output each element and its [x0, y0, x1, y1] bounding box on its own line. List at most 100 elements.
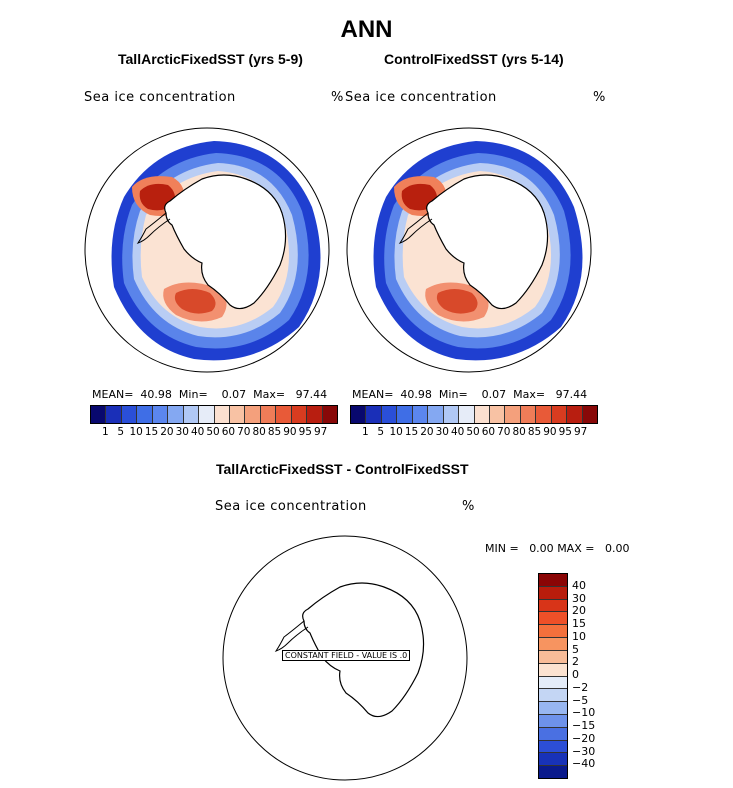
colorbar-swatch — [539, 766, 567, 778]
colorbar-swatch — [505, 406, 521, 423]
colorbar-tick-label: 40 — [190, 426, 205, 438]
colorbar-tick-label: 60 — [481, 426, 496, 438]
colorbar-tick-label: 10 — [572, 629, 586, 643]
colorbar-swatch — [137, 406, 153, 423]
left-field-label: Sea ice concentration — [84, 90, 236, 105]
colorbar-tick-label: 85 — [527, 426, 542, 438]
colorbar-tick-label: 97 — [313, 426, 328, 438]
colorbar-swatch — [291, 406, 308, 423]
colorbar-swatch — [366, 406, 382, 423]
colorbar-swatch — [322, 406, 337, 423]
colorbar-swatch — [539, 650, 567, 664]
colorbar-swatch — [539, 574, 567, 587]
colorbar-tick-label: 5 — [572, 642, 579, 656]
colorbar-swatch — [539, 612, 567, 626]
diff-field-label: Sea ice concentration — [215, 499, 367, 514]
constant-field-label: CONSTANT FIELD - VALUE IS .0 — [282, 650, 411, 661]
colorbar-swatch — [539, 599, 567, 613]
colorbar-swatch — [551, 406, 568, 423]
colorbar-swatch — [539, 714, 567, 728]
colorbar-tick-label: 97 — [573, 426, 588, 438]
colorbar-tick-label: 95 — [558, 426, 572, 438]
colorbar-tick-label: 20 — [160, 426, 174, 438]
colorbar-tick-label: 70 — [497, 426, 511, 438]
colorbar-tick-label: 30 — [572, 591, 586, 605]
colorbar-tick-label: 50 — [206, 426, 220, 438]
colorbar-tick-label: 15 — [404, 426, 419, 438]
colorbar-swatch — [260, 406, 277, 423]
colorbar-swatch — [539, 753, 567, 767]
colorbar-swatch — [582, 406, 597, 423]
antarctic-peninsula — [136, 212, 171, 244]
colorbar-swatch — [443, 406, 460, 423]
tick-spacer — [350, 426, 358, 438]
colorbar-tick-label: −40 — [572, 757, 596, 771]
colorbar-swatch — [428, 406, 444, 423]
colorbar-swatch — [539, 689, 567, 703]
colorbar-swatch — [412, 406, 429, 423]
colorbar-swatch — [539, 625, 567, 639]
colorbar-tick-label: 10 — [129, 426, 143, 438]
left-units-label: % — [331, 90, 344, 105]
colorbar-tick-label: −20 — [572, 731, 596, 745]
left-map — [84, 127, 330, 373]
colorbar-tick-label: 1 — [362, 426, 369, 438]
colorbar-tick-label: −30 — [572, 744, 596, 758]
colorbar-swatch — [121, 406, 138, 423]
colorbar-swatch — [381, 406, 398, 423]
colorbar-swatch — [276, 406, 292, 423]
colorbar-swatch — [106, 406, 122, 423]
colorbar-swatch — [459, 406, 475, 423]
right-map — [346, 127, 592, 373]
colorbar-tick-label: 30 — [175, 426, 189, 438]
colorbar-swatch — [489, 406, 506, 423]
colorbar-tick-label: 15 — [144, 426, 159, 438]
colorbar-swatch — [539, 586, 567, 600]
antarctica — [164, 174, 287, 310]
colorbar-tick-label: 20 — [420, 426, 434, 438]
colorbar-tick-label: 5 — [117, 426, 125, 438]
colorbar-swatch — [397, 406, 413, 423]
ice-ross-core — [436, 289, 478, 314]
colorbar-tick-label: 60 — [221, 426, 236, 438]
tick-spacer — [90, 426, 98, 438]
colorbar-tick-label: 50 — [466, 426, 480, 438]
right-panel-title: ControlFixedSST (yrs 5-14) — [384, 51, 564, 67]
colorbar-swatch — [183, 406, 200, 423]
right-stats: MEAN= 40.98 Min= 0.07 Max= 97.44 — [352, 388, 588, 401]
colorbar-swatch — [168, 406, 184, 423]
colorbar-tick-label: −2 — [572, 680, 589, 694]
colorbar-tick-label: 70 — [237, 426, 251, 438]
colorbar-swatch — [539, 727, 567, 741]
colorbar-swatch — [474, 406, 490, 423]
left-stats: MEAN= 40.98 Min= 0.07 Max= 97.44 — [92, 388, 328, 401]
colorbar-swatch — [351, 406, 367, 423]
page-title: ANN — [340, 16, 393, 43]
colorbar-swatch — [536, 406, 552, 423]
diff-colorbar — [538, 573, 568, 779]
colorbar-tick-label: 5 — [377, 426, 385, 438]
colorbar-swatch — [199, 406, 215, 423]
colorbar-tick-label: 30 — [435, 426, 449, 438]
colorbar-tick-label: 95 — [298, 426, 312, 438]
colorbar-swatch — [539, 676, 567, 690]
left-colorbar-ticks: 1 5 10 15 20 30 40 50 60 70 80 85 90 95 97 — [90, 426, 336, 438]
colorbar-tick-label: 1 — [102, 426, 109, 438]
antarctic-peninsula — [398, 212, 433, 244]
colorbar-tick-label: 0 — [572, 668, 579, 681]
colorbar-swatch — [539, 638, 567, 651]
colorbar-swatch — [229, 406, 246, 423]
colorbar-swatch — [567, 406, 583, 423]
colorbar-swatch — [307, 406, 323, 423]
antarctica — [426, 174, 549, 310]
diff-minmax: MIN = 0.00 MAX = 0.00 — [485, 542, 630, 555]
colorbar-swatch — [245, 406, 261, 423]
colorbar-tick-label: 10 — [389, 426, 403, 438]
colorbar-tick-label: 80 — [252, 426, 266, 438]
colorbar-tick-label: 90 — [283, 426, 297, 438]
diff-panel-title: TallArcticFixedSST - ControlFixedSST — [216, 461, 469, 477]
antarctic-peninsula — [274, 620, 309, 652]
colorbar-tick-label: 40 — [572, 578, 586, 592]
diff-colorbar-labels: 40 30 20 15 10 5 2 0 −2 −5 −10 −15 −20 −30 −40 — [572, 573, 612, 777]
colorbar-tick-label: 2 — [572, 655, 579, 669]
